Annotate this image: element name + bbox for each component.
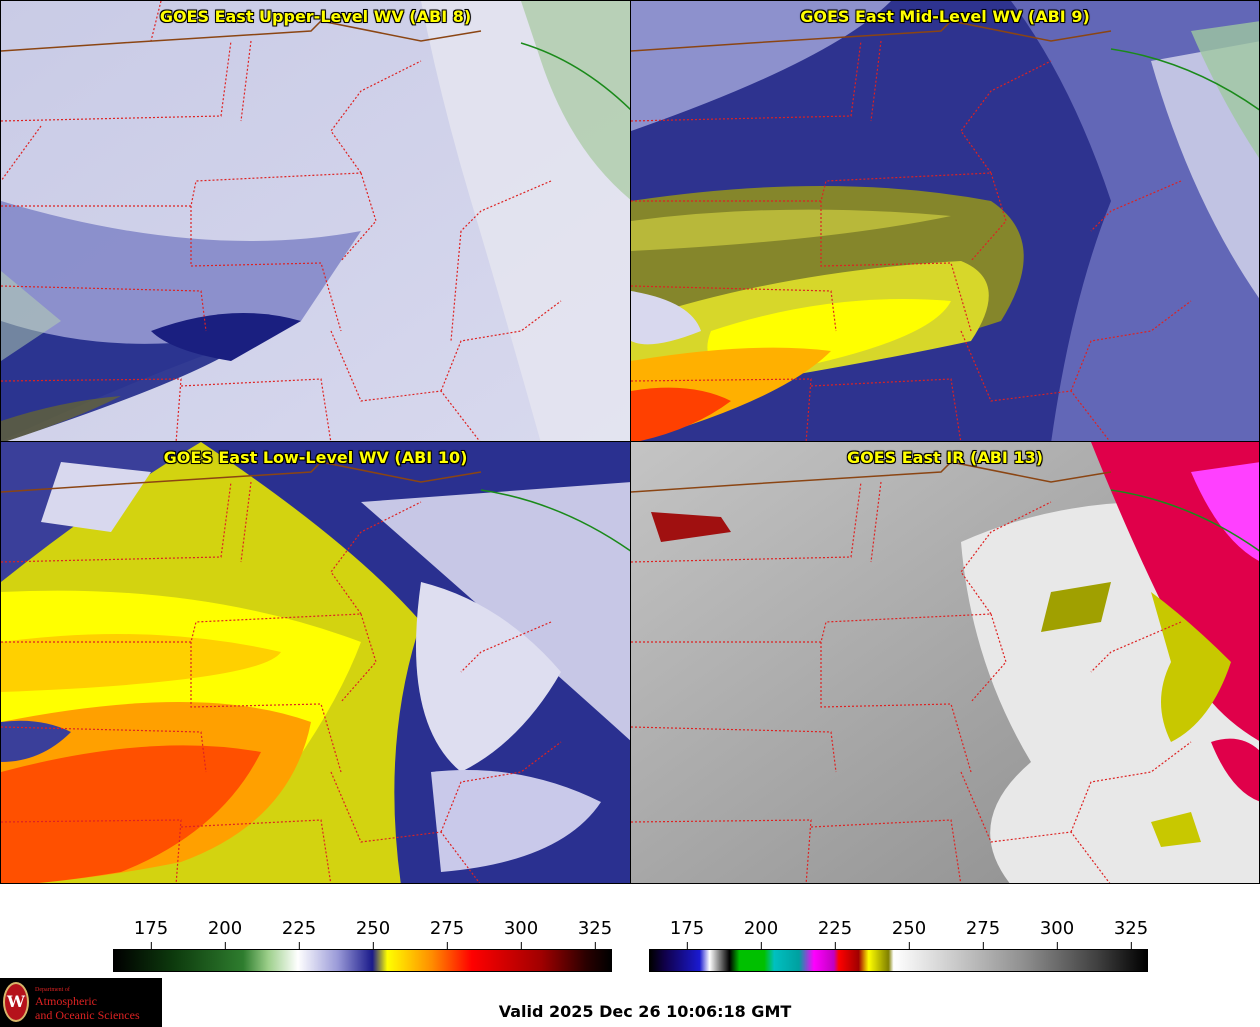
wv-tick-label: 325 [577, 918, 613, 939]
wv-tick-325: 325 [578, 918, 612, 950]
wv-tick-label: 250 [355, 918, 391, 939]
low-level-wv-image [1, 442, 630, 883]
ir-tick-label: 200 [743, 918, 779, 939]
wv-tick-label: 200 [207, 918, 243, 939]
ir-tick-175: 175 [670, 918, 704, 950]
wv-tick-label: 275 [429, 918, 465, 939]
ir-tick-225: 225 [818, 918, 852, 950]
ir-tick-label: 300 [1039, 918, 1075, 939]
ir-tick-label: 175 [669, 918, 705, 939]
wv-tick-label: 225 [281, 918, 317, 939]
wv-colorbar-ticks: 175 200 225 250 275 300 325 [113, 918, 612, 950]
low-level-wv-panel: GOES East Low-Level WV (ABI 10) [0, 441, 631, 884]
ir-colorbar [649, 949, 1148, 972]
mid-level-wv-image [631, 1, 1259, 441]
wv-tick-175: 175 [134, 918, 168, 950]
ir-image [631, 442, 1259, 883]
wv-colorbar [113, 949, 612, 972]
mid-level-wv-panel: GOES East Mid-Level WV (ABI 9) [630, 0, 1260, 442]
uw-seal-icon: W [3, 982, 29, 1022]
ir-colorbar-ticks: 175 200 225 250 275 300 325 [649, 918, 1148, 950]
ir-tick-label: 325 [1113, 918, 1149, 939]
ir-tick-250: 250 [892, 918, 926, 950]
low-level-wv-title: GOES East Low-Level WV (ABI 10) [163, 448, 468, 467]
ir-tick-label: 275 [965, 918, 1001, 939]
wv-tick-200: 200 [208, 918, 242, 950]
wv-tick-225: 225 [282, 918, 316, 950]
ir-tick-325: 325 [1114, 918, 1148, 950]
ir-tick-label: 250 [891, 918, 927, 939]
upper-level-wv-panel: GOES East Upper-Level WV (ABI 8) [0, 0, 631, 442]
mid-level-wv-title: GOES East Mid-Level WV (ABI 9) [800, 7, 1090, 26]
logo-line-2: Atmospheric [35, 994, 97, 1008]
ir-title: GOES East IR (ABI 13) [846, 448, 1044, 467]
logo-line-3: and Oceanic Sciences [35, 1008, 140, 1022]
upper-level-wv-image [1, 1, 630, 441]
wv-tick-250: 250 [356, 918, 390, 950]
ir-tick-200: 200 [744, 918, 778, 950]
valid-time: Valid 2025 Dec 26 10:06:18 GMT [498, 1002, 792, 1021]
logo-line-1: Department of [35, 987, 70, 993]
wv-tick-275: 275 [430, 918, 464, 950]
wv-tick-300: 300 [504, 918, 538, 950]
ir-tick-300: 300 [1040, 918, 1074, 950]
ir-tick-275: 275 [966, 918, 1000, 950]
ir-panel: GOES East IR (ABI 13) [630, 441, 1260, 884]
wv-tick-label: 175 [133, 918, 169, 939]
wv-tick-label: 300 [503, 918, 539, 939]
aos-logo: W Department of Atmospheric and Oceanic … [0, 978, 162, 1027]
upper-level-wv-title: GOES East Upper-Level WV (ABI 8) [159, 7, 472, 26]
ir-tick-label: 225 [817, 918, 853, 939]
